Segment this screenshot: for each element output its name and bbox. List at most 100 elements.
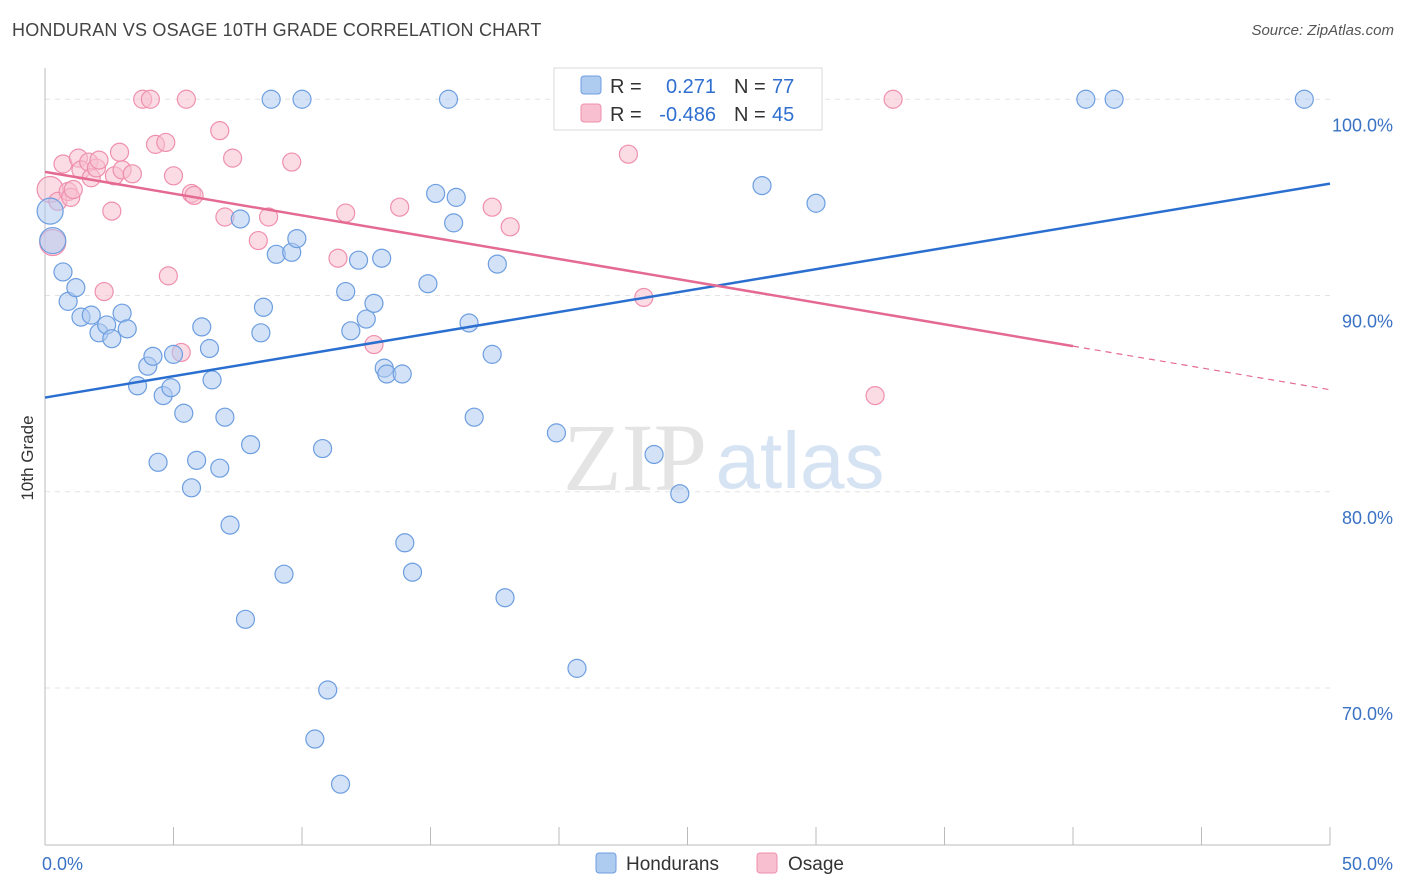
honduran-point-20 bbox=[181, 478, 202, 498]
honduran-point-65 bbox=[567, 658, 587, 678]
osage-point-23 bbox=[158, 266, 178, 286]
honduran-point-4 bbox=[66, 278, 86, 298]
osage-point-24 bbox=[163, 166, 184, 186]
osage-point-36 bbox=[336, 203, 356, 223]
series-legend-swatch-osage bbox=[756, 852, 778, 874]
honduran-point-0 bbox=[36, 197, 64, 225]
honduran-point-29 bbox=[235, 609, 256, 629]
osage-point-16 bbox=[109, 142, 130, 162]
hondurans-swatch bbox=[580, 75, 602, 95]
x-tick-label-1: 50.0% bbox=[1342, 854, 1393, 874]
honduran-point-6 bbox=[81, 305, 101, 325]
osage-point-41 bbox=[618, 144, 638, 164]
osage-point-22 bbox=[156, 132, 176, 153]
honduran-point-43 bbox=[336, 281, 356, 302]
honduran-point-54 bbox=[418, 274, 438, 294]
chart-title: HONDURAN VS OSAGE 10TH GRADE CORRELATION… bbox=[12, 20, 542, 40]
honduran-point-26 bbox=[215, 407, 235, 427]
legend-r-value-osage: -0.486 bbox=[659, 104, 716, 126]
hondurans-trend-line bbox=[44, 182, 1331, 399]
osage-point-32 bbox=[248, 230, 268, 251]
honduran-point-35 bbox=[274, 564, 294, 584]
honduran-point-1 bbox=[39, 226, 67, 255]
honduran-point-21 bbox=[187, 450, 207, 470]
osage-point-34 bbox=[282, 152, 302, 172]
honduran-point-31 bbox=[251, 323, 271, 343]
osage-point-38 bbox=[390, 197, 410, 217]
honduran-point-24 bbox=[202, 370, 222, 390]
legend-n-value-hondurans: 77 bbox=[772, 76, 794, 98]
honduran-point-67 bbox=[670, 484, 690, 504]
series-legend-label-hondurans: Hondurans bbox=[626, 854, 719, 875]
x-tick-label-0: 0.0% bbox=[42, 854, 83, 874]
osage-point-33 bbox=[258, 207, 279, 227]
osage-point-6 bbox=[63, 179, 83, 200]
honduran-point-15 bbox=[148, 452, 168, 472]
honduran-point-41 bbox=[318, 680, 338, 700]
honduran-point-59 bbox=[459, 313, 479, 333]
honduran-point-47 bbox=[364, 293, 384, 313]
honduran-point-71 bbox=[806, 193, 826, 213]
honduran-point-12 bbox=[127, 376, 148, 396]
y-tick-label-1: 90.0% bbox=[1342, 312, 1393, 332]
x-tick-labels: 0.0% 50.0% bbox=[42, 854, 1393, 874]
honduran-point-14 bbox=[143, 346, 163, 366]
honduran-point-66 bbox=[644, 444, 664, 465]
legend-n-label-hondurans: N = bbox=[734, 76, 766, 98]
honduran-point-28 bbox=[230, 209, 250, 229]
osage-point-26 bbox=[176, 89, 196, 109]
osage-point-12 bbox=[89, 150, 109, 170]
honduran-point-30 bbox=[241, 435, 261, 455]
honduran-point-55 bbox=[426, 183, 446, 204]
y-tick-labels: 100.0% 90.0% 80.0% 70.0% bbox=[1332, 115, 1393, 724]
honduran-point-46 bbox=[356, 309, 376, 329]
honduran-point-40 bbox=[312, 438, 333, 459]
honduran-point-18 bbox=[163, 344, 184, 364]
stats-legend: R = 0.271 N = 77 R = -0.486 N = 45 bbox=[553, 67, 823, 131]
honduran-point-11 bbox=[117, 319, 137, 339]
y-tick-label-0: 100.0% bbox=[1332, 115, 1393, 135]
legend-r-label-hondurans: R = bbox=[610, 76, 642, 98]
honduran-point-38 bbox=[292, 89, 312, 109]
osage-point-20 bbox=[140, 89, 160, 109]
osage-points bbox=[36, 89, 903, 406]
y-tick-label-2: 80.0% bbox=[1342, 508, 1393, 528]
trend-lines bbox=[44, 170, 1331, 399]
series-legend-swatch-hondurans bbox=[595, 852, 617, 874]
honduran-point-9 bbox=[102, 329, 122, 349]
osage-point-13 bbox=[94, 281, 114, 302]
honduran-point-25 bbox=[210, 458, 230, 478]
legend-n-label-osage: N = bbox=[734, 104, 766, 126]
series-legend: Hondurans Osage bbox=[595, 852, 844, 875]
osage-swatch bbox=[580, 103, 602, 123]
honduran-point-58 bbox=[446, 187, 466, 207]
honduran-point-33 bbox=[261, 89, 281, 109]
honduran-point-52 bbox=[395, 533, 415, 553]
osage-trend-line bbox=[44, 170, 1074, 348]
honduran-point-2 bbox=[53, 262, 73, 282]
honduran-point-56 bbox=[438, 89, 459, 109]
legend-n-value-osage: 45 bbox=[772, 104, 794, 126]
honduran-point-57 bbox=[444, 213, 464, 233]
honduran-point-37 bbox=[287, 228, 307, 249]
honduran-point-17 bbox=[161, 378, 181, 398]
hondurans-points bbox=[36, 89, 1314, 794]
honduran-point-61 bbox=[482, 344, 502, 364]
honduran-point-74 bbox=[1294, 89, 1314, 109]
legend-r-value-hondurans: 0.271 bbox=[666, 76, 716, 98]
osage-point-14 bbox=[102, 201, 122, 221]
honduran-point-19 bbox=[174, 403, 194, 423]
honduran-point-69 bbox=[752, 176, 772, 196]
honduran-point-53 bbox=[402, 562, 423, 582]
honduran-point-73 bbox=[1104, 89, 1124, 109]
y-tick-label-3: 70.0% bbox=[1342, 704, 1393, 724]
source-label: Source: ZipAtlas.com bbox=[1251, 22, 1394, 39]
honduran-point-22 bbox=[192, 317, 212, 337]
honduran-point-39 bbox=[305, 729, 325, 749]
honduran-point-27 bbox=[220, 515, 240, 535]
y-axis-label: 10th Grade bbox=[18, 415, 37, 500]
watermark-atlas: atlas bbox=[716, 416, 885, 505]
honduran-point-42 bbox=[330, 774, 351, 794]
honduran-point-63 bbox=[495, 588, 515, 608]
